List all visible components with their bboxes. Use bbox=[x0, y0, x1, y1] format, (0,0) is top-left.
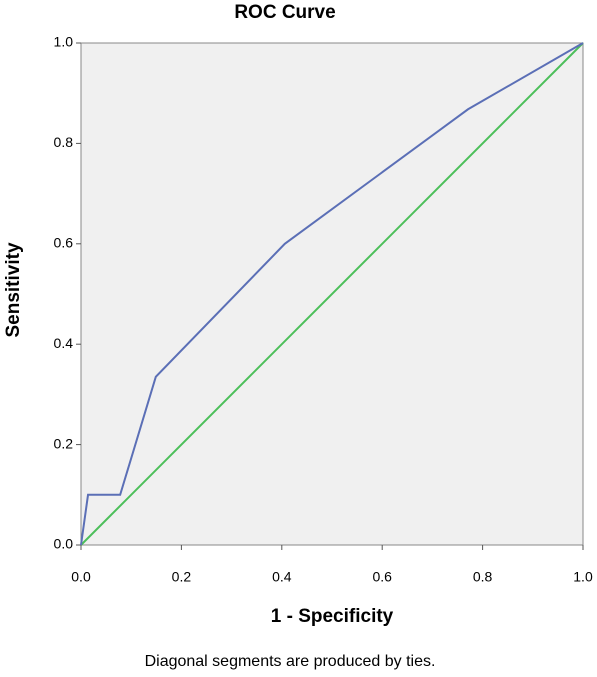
roc-line bbox=[80, 42, 584, 546]
roc-line bbox=[80, 42, 584, 546]
chart-title: ROC Curve bbox=[234, 2, 335, 23]
x-axis-label: 1 - Specificity bbox=[271, 606, 394, 627]
y-tick-label: 0.8 bbox=[54, 134, 74, 150]
x-tick-label: 1.0 bbox=[573, 569, 593, 585]
x-tick-label: 0.2 bbox=[172, 569, 192, 585]
y-tick-label: 1.0 bbox=[54, 34, 74, 50]
y-tick-label: 0.0 bbox=[54, 536, 74, 552]
y-tick-label: 0.2 bbox=[54, 435, 74, 451]
x-tick-label: 0.4 bbox=[272, 569, 292, 585]
y-tick-label: 0.4 bbox=[54, 335, 74, 351]
x-tick-label: 0.0 bbox=[71, 569, 91, 585]
y-axis-label: Sensitivity bbox=[3, 242, 24, 337]
y-tick-label: 0.6 bbox=[54, 235, 74, 251]
x-tick-label: 0.6 bbox=[372, 569, 392, 585]
annotation: Diagonal segments are produced by ties. bbox=[145, 653, 436, 670]
x-tick-label: 0.8 bbox=[473, 569, 493, 585]
